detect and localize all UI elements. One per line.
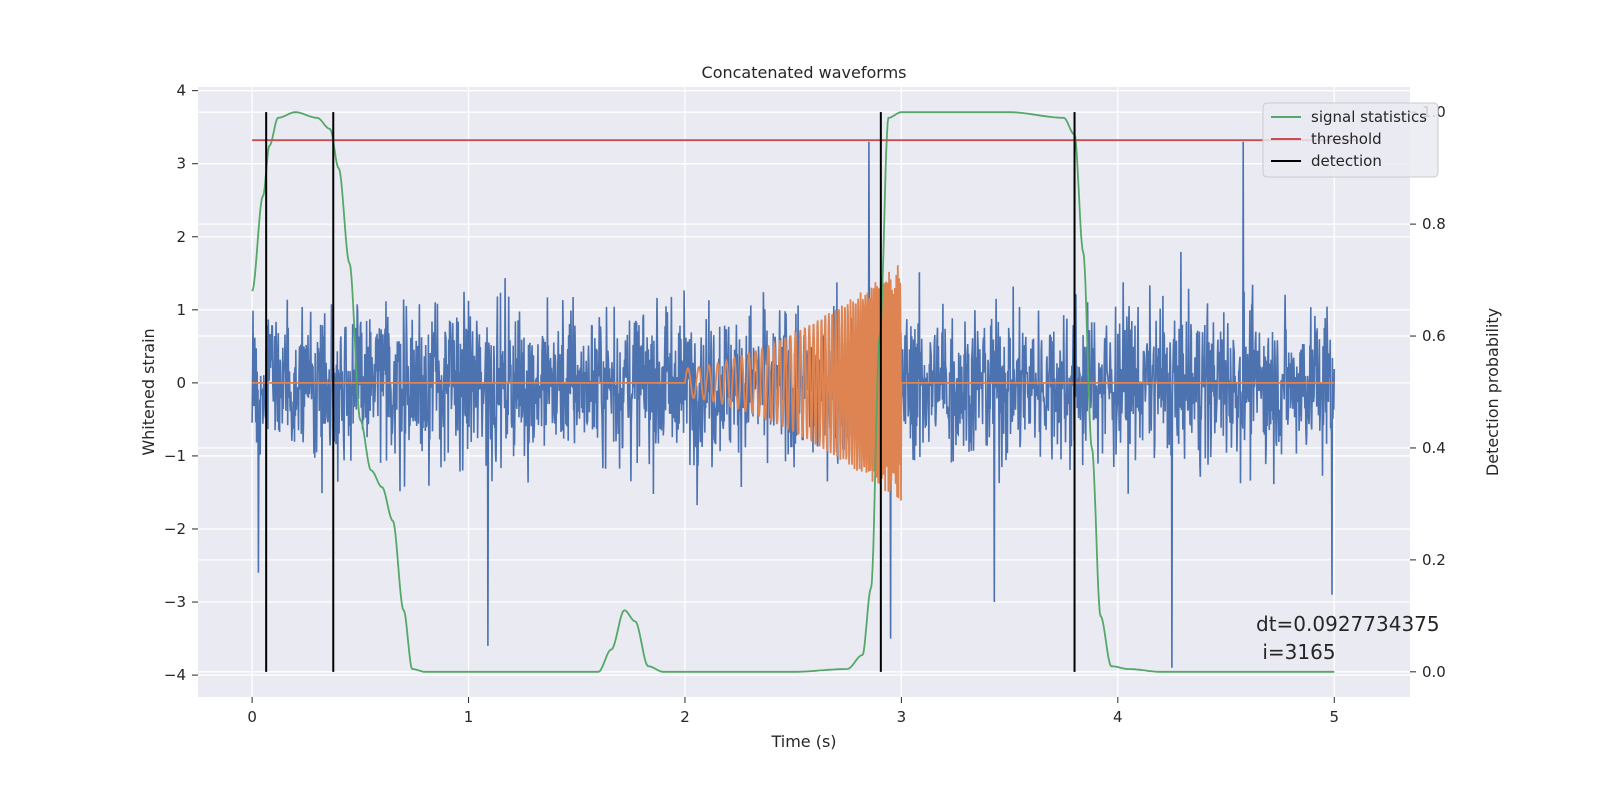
x-axis-label: Time (s) — [770, 732, 836, 751]
y-right-tick-label: 0.2 — [1422, 551, 1446, 569]
y-right-tick-label: 0.6 — [1422, 327, 1446, 345]
x-tick-label: 2 — [680, 708, 690, 726]
series-layer — [251, 111, 1356, 673]
y-tick-label: −1 — [164, 447, 186, 465]
y-tick-label: −4 — [164, 666, 186, 684]
y-tick-label: 2 — [176, 228, 186, 246]
y-right-tick-label: 0.0 — [1422, 663, 1446, 681]
y-right-tick-label: 0.8 — [1422, 215, 1446, 233]
x-tick-label: 5 — [1329, 708, 1339, 726]
y-tick-label: −2 — [164, 520, 186, 538]
chart-title: Concatenated waveforms — [702, 63, 907, 82]
y-tick-label: 3 — [176, 155, 186, 173]
annotation-dt: dt=0.0927734375 — [1256, 612, 1440, 636]
legend-label-detection: detection — [1311, 152, 1382, 170]
y-tick-label: 4 — [176, 82, 186, 100]
x-tick-label: 4 — [1113, 708, 1123, 726]
legend: signal statistics threshold detection — [1262, 102, 1439, 178]
x-tick-label: 0 — [247, 708, 257, 726]
series-whitened-strain — [251, 141, 1336, 668]
legend-box — [1262, 102, 1439, 178]
x-tick-label: 3 — [897, 708, 907, 726]
x-tick-label: 1 — [464, 708, 474, 726]
legend-label-signal-statistics: signal statistics — [1311, 108, 1427, 126]
y-axis-label: Whitened strain — [139, 328, 158, 455]
series-signal-statistics — [251, 111, 1335, 673]
series-injected-waveform — [252, 265, 1335, 501]
annotation-index: i=3165 — [1256, 640, 1336, 664]
y-tick-label: 0 — [176, 374, 186, 392]
legend-label-threshold: threshold — [1311, 130, 1382, 148]
y-tick-label: −3 — [164, 593, 186, 611]
y-right-tick-label: 0.4 — [1422, 439, 1446, 457]
y-tick-label: 1 — [176, 301, 186, 319]
y-axis-right-label: Detection probability — [1483, 308, 1502, 476]
